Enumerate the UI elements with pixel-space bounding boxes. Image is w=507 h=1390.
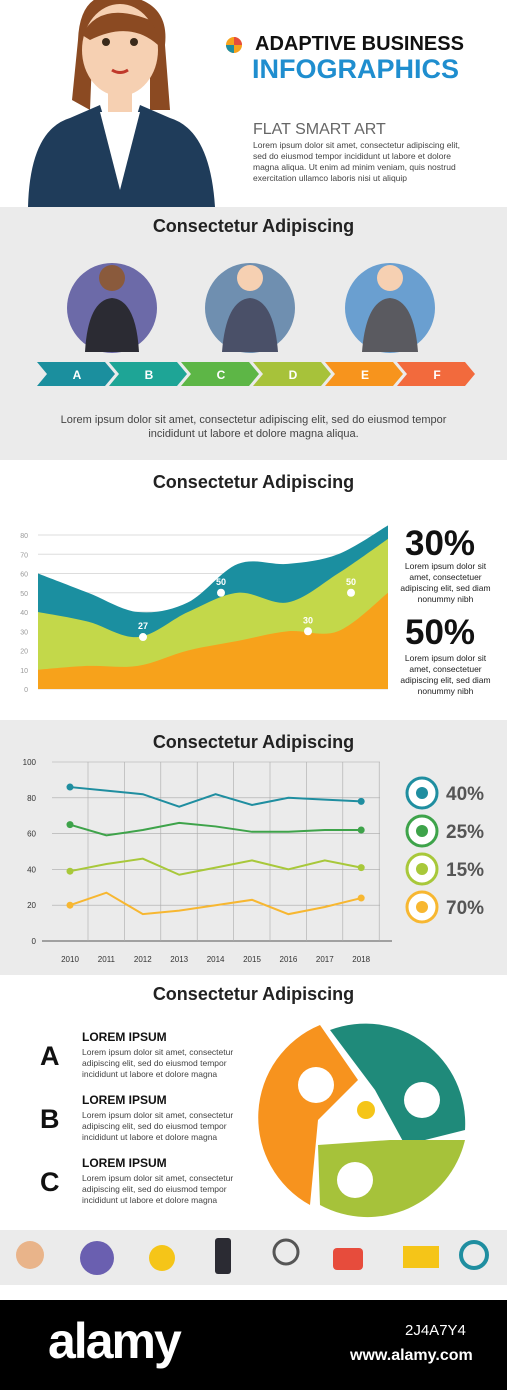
section-title: Consectetur Adipiscing bbox=[152, 472, 355, 492]
item-heading: LOREM IPSUM bbox=[82, 1093, 167, 1107]
stat-value: 25% bbox=[446, 822, 484, 843]
pie-segment bbox=[258, 1025, 358, 1205]
end-dot bbox=[66, 867, 74, 875]
y-tick-label: 0 bbox=[24, 687, 28, 694]
point-label: 50 bbox=[346, 577, 356, 587]
step-label: F bbox=[433, 368, 440, 382]
step-label: B bbox=[145, 368, 154, 382]
y-tick-label: 80 bbox=[20, 533, 28, 540]
item-text: Lorem ipsum dolor sit amet, consectetur … bbox=[82, 1047, 234, 1079]
x-tick-label: 2015 bbox=[243, 955, 261, 964]
y-tick-label: 70 bbox=[20, 552, 28, 559]
step-arrow bbox=[325, 362, 403, 386]
y-tick-label: 20 bbox=[20, 649, 28, 656]
item-letter: B bbox=[40, 1104, 60, 1134]
area bbox=[38, 592, 388, 689]
step-label: D bbox=[289, 368, 298, 382]
point bbox=[304, 627, 312, 636]
x-tick-label: 2014 bbox=[207, 955, 225, 964]
line bbox=[69, 786, 362, 808]
x-tick-label: 2018 bbox=[352, 955, 370, 964]
item-letter: C bbox=[40, 1167, 60, 1197]
point bbox=[217, 588, 225, 597]
y-tick-label: 40 bbox=[20, 610, 28, 617]
y-tick-label: 60 bbox=[27, 830, 36, 839]
x-tick-label: 2013 bbox=[170, 955, 188, 964]
end-dot bbox=[66, 821, 74, 829]
body-text: Lorem ipsum dolor sit amet, consectetur … bbox=[60, 414, 447, 440]
x-tick-label: 2012 bbox=[134, 955, 152, 964]
end-dot bbox=[357, 894, 365, 902]
x-tick-label: 2017 bbox=[316, 955, 334, 964]
section-title: Consectetur Adipiscing bbox=[152, 732, 355, 752]
item-heading: LOREM IPSUM bbox=[82, 1030, 167, 1044]
x-tick-label: 2011 bbox=[98, 955, 116, 964]
line bbox=[69, 857, 362, 876]
band bbox=[0, 720, 507, 975]
stat-icon-inner bbox=[416, 901, 428, 913]
icon-row bbox=[16, 1238, 489, 1275]
woman-illustration bbox=[28, 0, 215, 207]
x-tick-label: 2016 bbox=[280, 955, 298, 964]
footer-band bbox=[0, 1300, 507, 1390]
line bbox=[69, 891, 362, 916]
stat-text: Lorem ipsum dolor sit amet, consectetuer… bbox=[400, 653, 491, 696]
y-tick-label: 100 bbox=[23, 758, 37, 767]
stat-icon-inner bbox=[416, 787, 428, 799]
stat-value: 40% bbox=[446, 784, 484, 805]
y-tick-label: 30 bbox=[20, 629, 28, 636]
stat-icon-inner bbox=[416, 863, 428, 875]
step-arrow bbox=[37, 362, 115, 386]
stat-text: Lorem ipsum dolor sit amet, consectetuer… bbox=[400, 561, 491, 604]
item-text: Lorem ipsum dolor sit amet, consectetur … bbox=[82, 1110, 234, 1142]
pie-diagram bbox=[258, 1023, 466, 1218]
body-text: Lorem ipsum dolor sit amet, consectetur … bbox=[253, 140, 460, 183]
section-title: Consectetur Adipiscing bbox=[152, 216, 355, 236]
end-dot bbox=[357, 864, 365, 872]
y-tick-label: 50 bbox=[20, 591, 28, 598]
y-tick-label: 60 bbox=[20, 572, 28, 579]
step-label: A bbox=[73, 368, 82, 382]
y-tick-label: 0 bbox=[32, 937, 37, 946]
stat-icon-inner bbox=[416, 825, 428, 837]
stat-value: 15% bbox=[446, 860, 484, 881]
end-dot bbox=[357, 797, 365, 805]
section-title: Consectetur Adipiscing bbox=[152, 984, 355, 1004]
line bbox=[69, 821, 362, 837]
point-label: 50 bbox=[216, 577, 226, 587]
step-label: E bbox=[361, 368, 369, 382]
item-heading: LOREM IPSUM bbox=[82, 1156, 167, 1170]
step-arrow bbox=[109, 362, 187, 386]
title: INFOGRAPHICS bbox=[252, 54, 460, 84]
y-tick-label: 40 bbox=[27, 865, 36, 874]
end-dot bbox=[66, 783, 74, 791]
image-id: 2J4A7Y4 bbox=[405, 1322, 466, 1339]
item-text: Lorem ipsum dolor sit amet, consectetur … bbox=[82, 1173, 234, 1205]
step-arrow bbox=[397, 362, 475, 386]
stat-value: 50% bbox=[405, 613, 476, 652]
end-dot bbox=[66, 901, 74, 909]
point bbox=[347, 588, 355, 597]
point-label: 27 bbox=[138, 621, 148, 631]
end-dot bbox=[357, 826, 365, 834]
subtitle: FLAT SMART ART bbox=[253, 121, 386, 138]
x-tick-label: 2010 bbox=[61, 955, 79, 964]
y-tick-label: 80 bbox=[27, 794, 36, 803]
stat-value: 70% bbox=[446, 898, 484, 919]
title: ADAPTIVE BUSINESS bbox=[255, 33, 464, 55]
y-tick-label: 20 bbox=[27, 901, 36, 910]
step-label: C bbox=[217, 368, 226, 382]
brand: alamy bbox=[48, 1313, 182, 1369]
y-tick-label: 10 bbox=[20, 668, 28, 675]
step-arrow bbox=[253, 362, 331, 386]
point-label: 30 bbox=[303, 615, 313, 625]
item-letter: A bbox=[40, 1041, 60, 1071]
stat-value: 30% bbox=[405, 524, 476, 563]
url: www.alamy.com bbox=[350, 1347, 473, 1364]
step-arrow bbox=[181, 362, 259, 386]
point bbox=[139, 633, 147, 642]
